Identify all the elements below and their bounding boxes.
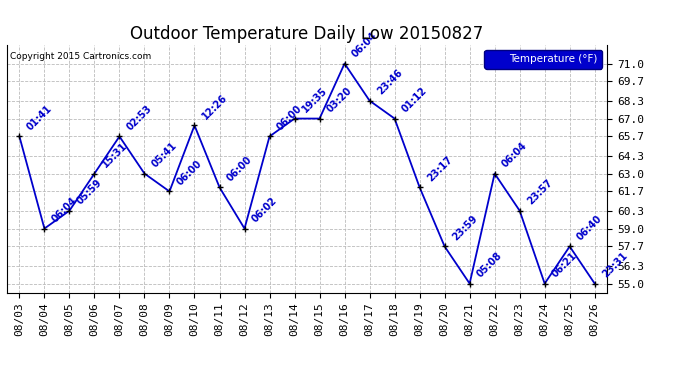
Text: 23:59: 23:59: [450, 213, 479, 242]
Text: 06:00: 06:00: [225, 154, 254, 183]
Text: 06:02: 06:02: [250, 195, 279, 224]
Text: 19:35: 19:35: [300, 86, 329, 114]
Text: 06:21: 06:21: [550, 251, 579, 279]
Text: 01:41: 01:41: [25, 103, 54, 132]
Text: Copyright 2015 Cartronics.com: Copyright 2015 Cartronics.com: [10, 53, 151, 62]
Text: 02:53: 02:53: [125, 103, 154, 132]
Text: 23:31: 23:31: [600, 251, 629, 279]
Text: 06:00: 06:00: [175, 158, 204, 187]
Text: 06:04: 06:04: [350, 30, 379, 59]
Text: 03:20: 03:20: [325, 86, 354, 114]
Text: 05:41: 05:41: [150, 140, 179, 170]
Text: 23:17: 23:17: [425, 154, 454, 183]
Text: 12:26: 12:26: [200, 92, 229, 121]
Text: 05:59: 05:59: [75, 177, 104, 207]
Text: 06:04: 06:04: [500, 140, 529, 170]
Text: 06:04: 06:04: [50, 195, 79, 224]
Text: 01:12: 01:12: [400, 86, 429, 114]
Text: 05:08: 05:08: [475, 251, 504, 279]
Legend: Temperature (°F): Temperature (°F): [484, 50, 602, 69]
Text: 23:57: 23:57: [525, 177, 554, 207]
Text: 23:46: 23:46: [375, 68, 404, 96]
Title: Outdoor Temperature Daily Low 20150827: Outdoor Temperature Daily Low 20150827: [130, 26, 484, 44]
Text: 06:40: 06:40: [575, 213, 604, 242]
Text: 06:00: 06:00: [275, 103, 304, 132]
Text: 15:31: 15:31: [100, 140, 129, 170]
